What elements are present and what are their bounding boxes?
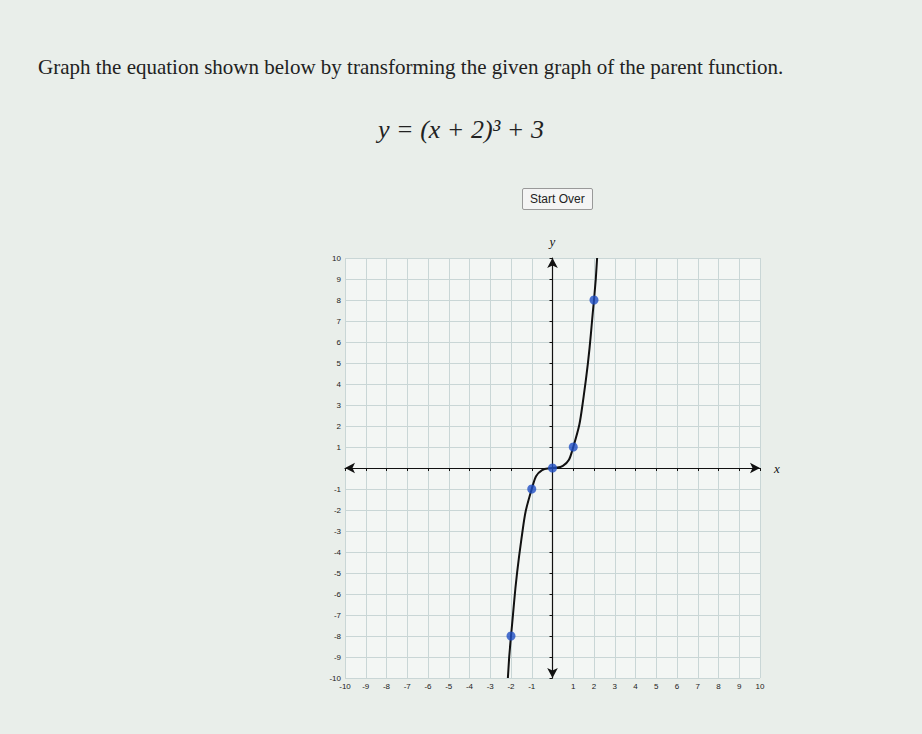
- svg-text:5: 5: [654, 682, 659, 691]
- html-text:y = (x + 2)³ + 3: y = (x + 2)³ + 3: [378, 115, 544, 144]
- svg-text:-6: -6: [424, 682, 432, 691]
- svg-text:-4: -4: [466, 682, 474, 691]
- svg-text:-7: -7: [334, 611, 342, 620]
- svg-text:9: 9: [337, 275, 342, 284]
- svg-text:-10: -10: [339, 682, 351, 691]
- svg-text:-10: -10: [329, 673, 341, 683]
- svg-text:-9: -9: [334, 653, 342, 662]
- svg-text:-1: -1: [528, 682, 536, 691]
- svg-text:5: 5: [337, 359, 342, 368]
- svg-text:-2: -2: [507, 682, 515, 691]
- svg-text:-2: -2: [334, 506, 342, 515]
- svg-text:6: 6: [337, 338, 342, 347]
- svg-text:x: x: [773, 461, 780, 476]
- svg-text:-1: -1: [334, 485, 342, 494]
- svg-text:-3: -3: [487, 682, 495, 691]
- svg-text:-5: -5: [445, 682, 453, 691]
- svg-text:7: 7: [337, 317, 342, 326]
- svg-text:1: 1: [337, 443, 342, 452]
- svg-text:7: 7: [696, 682, 701, 691]
- svg-text:y: y: [548, 234, 556, 249]
- svg-text:8: 8: [337, 296, 342, 305]
- svg-text:2: 2: [592, 682, 597, 691]
- svg-text:-8: -8: [334, 632, 342, 641]
- html-text:Graph the equation shown below: Graph the equation shown below by transf…: [38, 55, 784, 79]
- svg-text:8: 8: [716, 682, 721, 691]
- svg-text:-3: -3: [334, 527, 342, 536]
- svg-text:9: 9: [737, 682, 742, 691]
- svg-text:-5: -5: [334, 569, 342, 578]
- svg-text:10: 10: [332, 254, 341, 263]
- svg-text:1: 1: [571, 682, 576, 691]
- svg-text:10: 10: [756, 682, 765, 691]
- svg-text:2: 2: [337, 422, 342, 431]
- svg-text:-7: -7: [404, 682, 412, 691]
- svg-text:4: 4: [633, 682, 638, 691]
- svg-text:3: 3: [337, 401, 342, 410]
- svg-text:-6: -6: [334, 590, 342, 599]
- svg-text:-4: -4: [334, 548, 342, 557]
- svg-text:6: 6: [675, 682, 680, 691]
- html-text:Start Over: Start Over: [530, 192, 585, 206]
- svg-text:-9: -9: [362, 682, 370, 691]
- svg-text:3: 3: [613, 682, 618, 691]
- svg-text:4: 4: [337, 380, 342, 389]
- svg-text:-8: -8: [383, 682, 391, 691]
